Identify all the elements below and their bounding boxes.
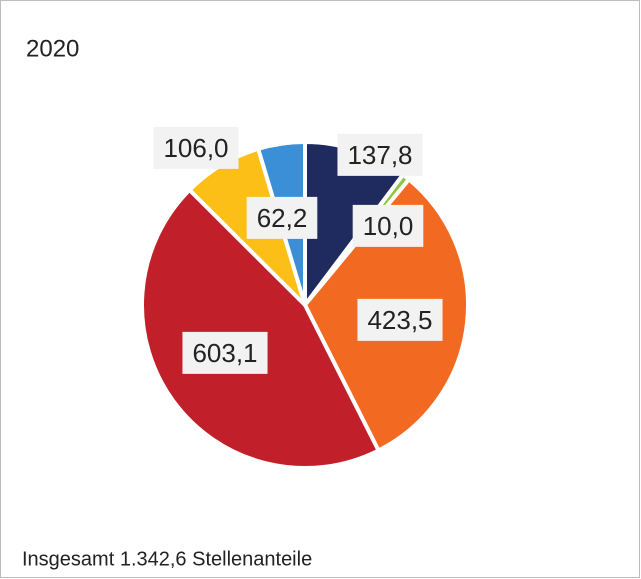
data-label-box: [153, 126, 239, 169]
data-label: 603,1: [192, 338, 257, 368]
data-label: 62,2: [257, 203, 308, 233]
pie-slice: [140, 187, 381, 470]
data-label: 106,0: [163, 133, 228, 163]
data-label-box: [357, 298, 443, 341]
data-label: 423,5: [367, 305, 432, 335]
data-label-box: [337, 133, 423, 176]
chart-title: 2020: [26, 35, 79, 62]
annotation: Insgesamt 1.342,6 Stellenanteile: [22, 548, 312, 570]
data-label-box: [182, 331, 268, 374]
data-label-box: [246, 196, 318, 239]
data-label-box: [352, 204, 424, 247]
data-label: 10,0: [363, 211, 414, 241]
data-label: 137,8: [347, 140, 412, 170]
